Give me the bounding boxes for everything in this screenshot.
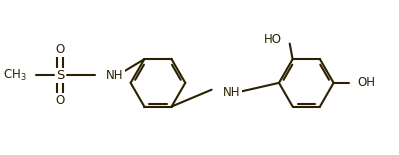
Text: O: O	[56, 43, 65, 56]
Text: NH: NH	[223, 86, 241, 99]
Text: NH: NH	[106, 69, 124, 82]
Text: OH: OH	[357, 76, 375, 89]
Text: O: O	[56, 94, 65, 107]
Text: CH$_3$: CH$_3$	[2, 68, 26, 83]
Text: HO: HO	[264, 33, 282, 46]
Text: S: S	[56, 69, 65, 82]
